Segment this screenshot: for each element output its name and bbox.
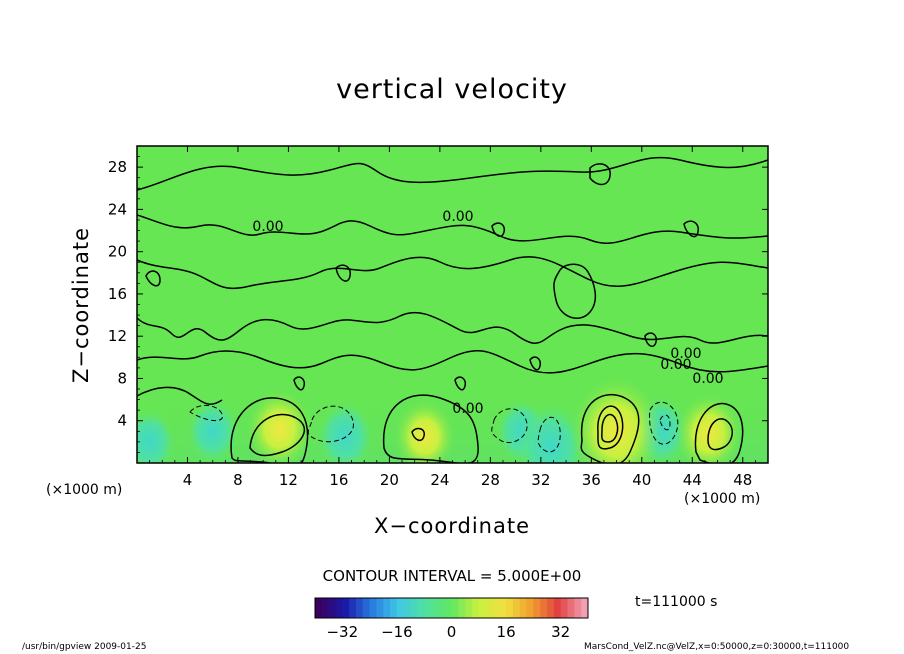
colorbar-tick-label-0: −32 — [326, 623, 358, 641]
x-tick-label-2: 12 — [279, 471, 298, 489]
colorbar-cell — [485, 598, 493, 618]
colorbar-cell — [383, 598, 391, 618]
colorbar-cell — [424, 598, 432, 618]
x-tick-label-8: 36 — [582, 471, 601, 489]
colorbar-cell — [506, 598, 514, 618]
colorbar-tick-label-1: −16 — [381, 623, 413, 641]
colorbar-cell — [574, 598, 582, 618]
x-tick-label-9: 40 — [632, 471, 651, 489]
x-tick-label-1: 8 — [233, 471, 243, 489]
colorbar-cell — [492, 598, 500, 618]
colorbar: −32 −16 0 16 32 — [314, 597, 589, 641]
colorbar-cell — [376, 598, 384, 618]
contour-label-3: 0.00 — [452, 401, 483, 417]
x-tick-label-5: 24 — [430, 471, 449, 489]
x-axis-unit-left: (×1000 m) — [46, 482, 123, 498]
colorbar-cell — [444, 598, 452, 618]
colorbar-cell — [355, 598, 364, 618]
colorbar-cell — [581, 598, 589, 618]
colorbar-cell — [315, 598, 323, 618]
chart-title: vertical velocity — [336, 74, 568, 105]
colorbar-cell — [519, 598, 528, 618]
y-tick-label-4: 20 — [108, 243, 127, 261]
downdraft-3 — [517, 404, 585, 463]
colorbar-cell — [458, 598, 466, 618]
colorbar-cell — [362, 598, 371, 618]
y-tick-label-0: 4 — [117, 412, 127, 430]
colorbar-cell — [540, 598, 548, 618]
colorbar-cell — [547, 598, 555, 618]
footer-right: MarsCond_VelZ.nc@VelZ,x=0:50000,z=0:3000… — [584, 642, 850, 652]
y-tick-label-1: 8 — [117, 369, 127, 387]
x-tick-label-6: 28 — [481, 471, 500, 489]
colorbar-tick-label-2: 0 — [447, 623, 457, 641]
colorbar-cell — [431, 598, 439, 618]
x-tick-label-3: 16 — [329, 471, 348, 489]
colorbar-cell — [478, 598, 487, 618]
colorbar-cell — [410, 598, 418, 618]
colorbar-cell — [451, 598, 459, 618]
colorbar-frame — [314, 597, 589, 619]
colorbar-cell — [328, 598, 336, 618]
footer-left: /usr/bin/gpview 2009-01-25 — [22, 642, 147, 652]
colorbar-cell — [567, 598, 575, 618]
y-tick-label-5: 24 — [108, 200, 127, 218]
x-axis-label: X−coordinate — [374, 514, 530, 538]
downdraft-1 — [318, 402, 373, 463]
colorbar-cell — [349, 598, 357, 618]
x-axis-unit-right: (×1000 m) — [684, 491, 761, 507]
colorbar-cell — [417, 598, 425, 618]
colorbar-cell — [321, 598, 330, 618]
colorbar-cell — [342, 598, 350, 618]
y-axis: 4 8 12 16 20 24 28 — [108, 145, 768, 453]
updraft-1 — [393, 399, 456, 463]
time-label: t=111000 s — [635, 594, 718, 610]
negative-contour-lines — [189, 401, 679, 453]
contour-label-2: 0.00 — [660, 357, 691, 373]
colorbar-cell — [390, 598, 398, 618]
x-tick-label-0: 4 — [183, 471, 193, 489]
x-tick-label-4: 20 — [380, 471, 399, 489]
contour-label-5: 0.00 — [670, 346, 701, 362]
contour-label-0: 0.00 — [252, 219, 283, 235]
colorbar-cell — [396, 598, 405, 618]
colorbar-cell — [369, 598, 377, 618]
colorbar-cell — [560, 598, 569, 618]
updraft-2 — [569, 375, 664, 463]
x-tick-label-11: 48 — [733, 471, 752, 489]
colorbar-cell — [403, 598, 412, 618]
y-axis-label: Z−coordinate — [69, 227, 93, 383]
colorbar-cell — [465, 598, 473, 618]
colorbar-cell — [499, 598, 507, 618]
contour-label-4: 0.00 — [692, 371, 723, 387]
colorbar-cell — [335, 598, 343, 618]
colorbar-cell — [553, 598, 562, 618]
y-tick-label-6: 28 — [108, 158, 127, 176]
colorbar-cell — [437, 598, 446, 618]
downdraft-0 — [187, 400, 238, 463]
contour-interval-label: CONTOUR INTERVAL = 5.000E+00 — [322, 567, 582, 585]
downdraft-5 — [137, 410, 175, 463]
colorbar-cell — [533, 598, 541, 618]
x-tick-label-7: 32 — [531, 471, 550, 489]
contour-label-1: 0.00 — [442, 209, 473, 225]
y-tick-label-2: 12 — [108, 327, 127, 345]
colorbar-cell — [512, 598, 521, 618]
colorbar-cell — [471, 598, 480, 618]
colorbar-tick-label-4: 32 — [551, 623, 570, 641]
colorbar-tick-label-3: 16 — [497, 623, 516, 641]
colorbar-cell — [526, 598, 534, 618]
x-axis: 4 8 12 16 20 24 28 32 36 40 44 48 — [149, 146, 769, 489]
contour-lines — [137, 156, 768, 463]
x-tick-label-10: 44 — [683, 471, 702, 489]
y-tick-label-3: 16 — [108, 285, 127, 303]
contour-value-labels: 0.000.000.000.000.000.00 — [252, 209, 723, 417]
